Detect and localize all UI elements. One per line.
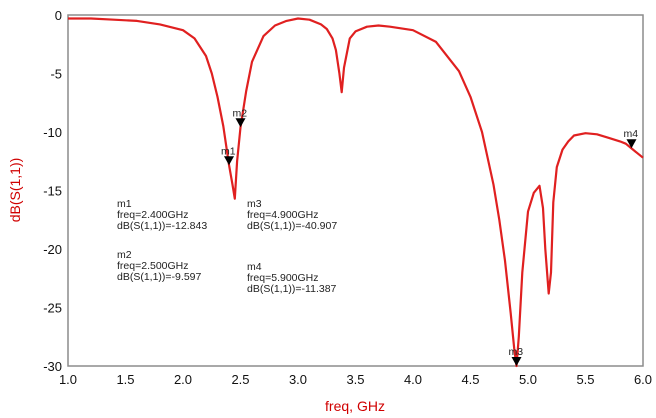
x-tick-label: 1.0 <box>59 372 77 387</box>
x-tick-label: 4.0 <box>404 372 422 387</box>
marker-m1-label: m1 <box>221 145 236 157</box>
marker-group: m1 m2 m3 m4 <box>221 107 638 366</box>
x-tick-label: 3.0 <box>289 372 307 387</box>
y-tick-label: -25 <box>43 301 62 316</box>
y-tick-label: -20 <box>43 242 62 257</box>
annotation-m2-line: dB(S(1,1))=-9.597 <box>117 271 201 283</box>
marker-m4-icon <box>626 139 637 149</box>
y-axis-ticks: 0 -5 -10 -15 -20 -25 -30 <box>43 8 62 374</box>
annotation-m2-line: m2 <box>117 249 132 261</box>
marker-m3-label: m3 <box>509 346 524 358</box>
x-tick-label: 2.0 <box>174 372 192 387</box>
x-tick-label: 5.0 <box>519 372 537 387</box>
x-tick-label: 5.5 <box>576 372 594 387</box>
y-tick-label: -15 <box>43 184 62 199</box>
marker-m4-label: m4 <box>624 128 639 140</box>
marker-m1-icon <box>224 156 234 166</box>
marker-m2-label: m2 <box>233 107 248 119</box>
y-tick-label: 0 <box>55 8 62 23</box>
x-tick-label: 3.5 <box>346 372 364 387</box>
x-tick-label: 4.5 <box>461 372 479 387</box>
y-tick-label: -10 <box>43 125 62 140</box>
marker-annotations: m1freq=2.400GHzdB(S(1,1))=-12.843m2freq=… <box>117 198 337 295</box>
x-tick-label: 2.5 <box>231 372 249 387</box>
annotation-m3-line: freq=4.900GHz <box>247 209 319 221</box>
annotation-m1-line: freq=2.400GHz <box>117 209 189 221</box>
annotation-m3-line: m3 <box>247 198 262 210</box>
y-tick-label: -30 <box>43 359 62 374</box>
annotation-m4-line: dB(S(1,1))=-11.387 <box>247 283 337 295</box>
x-axis-ticks: 1.0 1.5 2.0 2.5 3.0 3.5 4.0 4.5 5.0 5.5 6.0 <box>59 372 652 387</box>
annotation-m4-line: m4 <box>247 261 262 273</box>
annotation-m2-line: freq=2.500GHz <box>117 260 189 272</box>
x-axis-label: freq, GHz <box>325 398 385 414</box>
x-tick-label: 6.0 <box>634 372 652 387</box>
marker-m2-icon <box>235 118 246 128</box>
y-tick-label: -5 <box>50 67 62 82</box>
annotation-m1-line: m1 <box>117 198 132 210</box>
x-tick-label: 1.5 <box>116 372 134 387</box>
marker-m3-icon <box>511 357 522 366</box>
annotation-m1-line: dB(S(1,1))=-12.843 <box>117 220 207 232</box>
y-axis-label: dB(S(1,1)) <box>7 158 23 223</box>
plot-frame <box>67 14 644 367</box>
annotation-m3-line: dB(S(1,1))=-40.907 <box>247 220 337 232</box>
annotation-m4-line: freq=5.900GHz <box>247 272 319 284</box>
